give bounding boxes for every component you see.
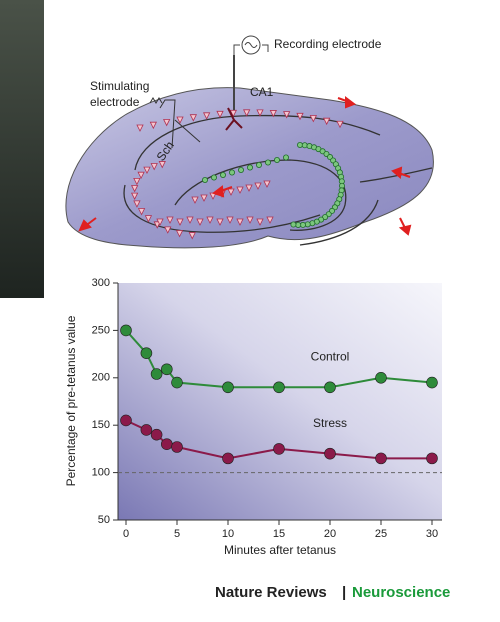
series-label: Stress: [313, 416, 347, 430]
data-point: [376, 453, 387, 464]
y-tick-label: 200: [92, 372, 110, 384]
cell: [202, 177, 207, 182]
data-point: [161, 439, 172, 450]
cell: [291, 222, 296, 227]
x-tick-label: 20: [324, 528, 336, 540]
x-tick-label: 10: [222, 528, 234, 540]
data-point: [427, 453, 438, 464]
x-tick-label: 0: [123, 528, 129, 540]
x-axis-title: Minutes after tetanus: [224, 543, 336, 557]
y-tick-label: 50: [98, 514, 110, 526]
cell: [274, 157, 279, 162]
cell: [283, 155, 288, 160]
y-tick-label: 250: [92, 324, 110, 336]
data-point: [427, 377, 438, 388]
cell: [265, 160, 270, 165]
data-point: [376, 372, 387, 383]
data-point: [325, 448, 336, 459]
x-tick-label: 5: [174, 528, 180, 540]
data-point: [161, 364, 172, 375]
stimulating-label: electrode: [90, 95, 140, 109]
x-tick-label: 25: [375, 528, 387, 540]
y-tick-label: 100: [92, 467, 110, 479]
cell: [220, 172, 225, 177]
recording-label: Recording electrode: [274, 37, 382, 51]
figure: Recording electrode Stimulating electrod…: [0, 0, 500, 622]
cell: [238, 167, 243, 172]
footer-subject: Neuroscience: [352, 584, 450, 601]
hippocampus-diagram: Recording electrode Stimulating electrod…: [66, 36, 434, 248]
data-point: [172, 377, 183, 388]
data-point: [172, 442, 183, 453]
cell: [256, 162, 261, 167]
cell: [211, 175, 216, 180]
data-point: [274, 382, 285, 393]
data-point: [151, 429, 162, 440]
photo-strip: [0, 0, 44, 298]
data-point: [141, 424, 152, 435]
footer-journal: Nature Reviews: [215, 584, 327, 601]
data-point: [223, 382, 234, 393]
cell: [247, 165, 252, 170]
series-label: Control: [311, 349, 350, 363]
data-point: [151, 369, 162, 380]
x-tick-label: 15: [273, 528, 285, 540]
data-point: [121, 415, 132, 426]
data-point: [121, 325, 132, 336]
data-point: [223, 453, 234, 464]
y-tick-label: 300: [92, 277, 110, 289]
stimulating-label: Stimulating: [90, 79, 149, 93]
y-tick-label: 150: [92, 419, 110, 431]
data-point: [325, 382, 336, 393]
data-point: [141, 348, 152, 359]
y-axis-title: Percentage of pre-tetanus value: [64, 315, 78, 486]
footer-separator: |: [342, 584, 346, 601]
data-point: [274, 443, 285, 454]
plot-background: [118, 283, 442, 520]
ca1-label: CA1: [250, 85, 274, 99]
cell: [229, 170, 234, 175]
x-tick-label: 30: [426, 528, 438, 540]
